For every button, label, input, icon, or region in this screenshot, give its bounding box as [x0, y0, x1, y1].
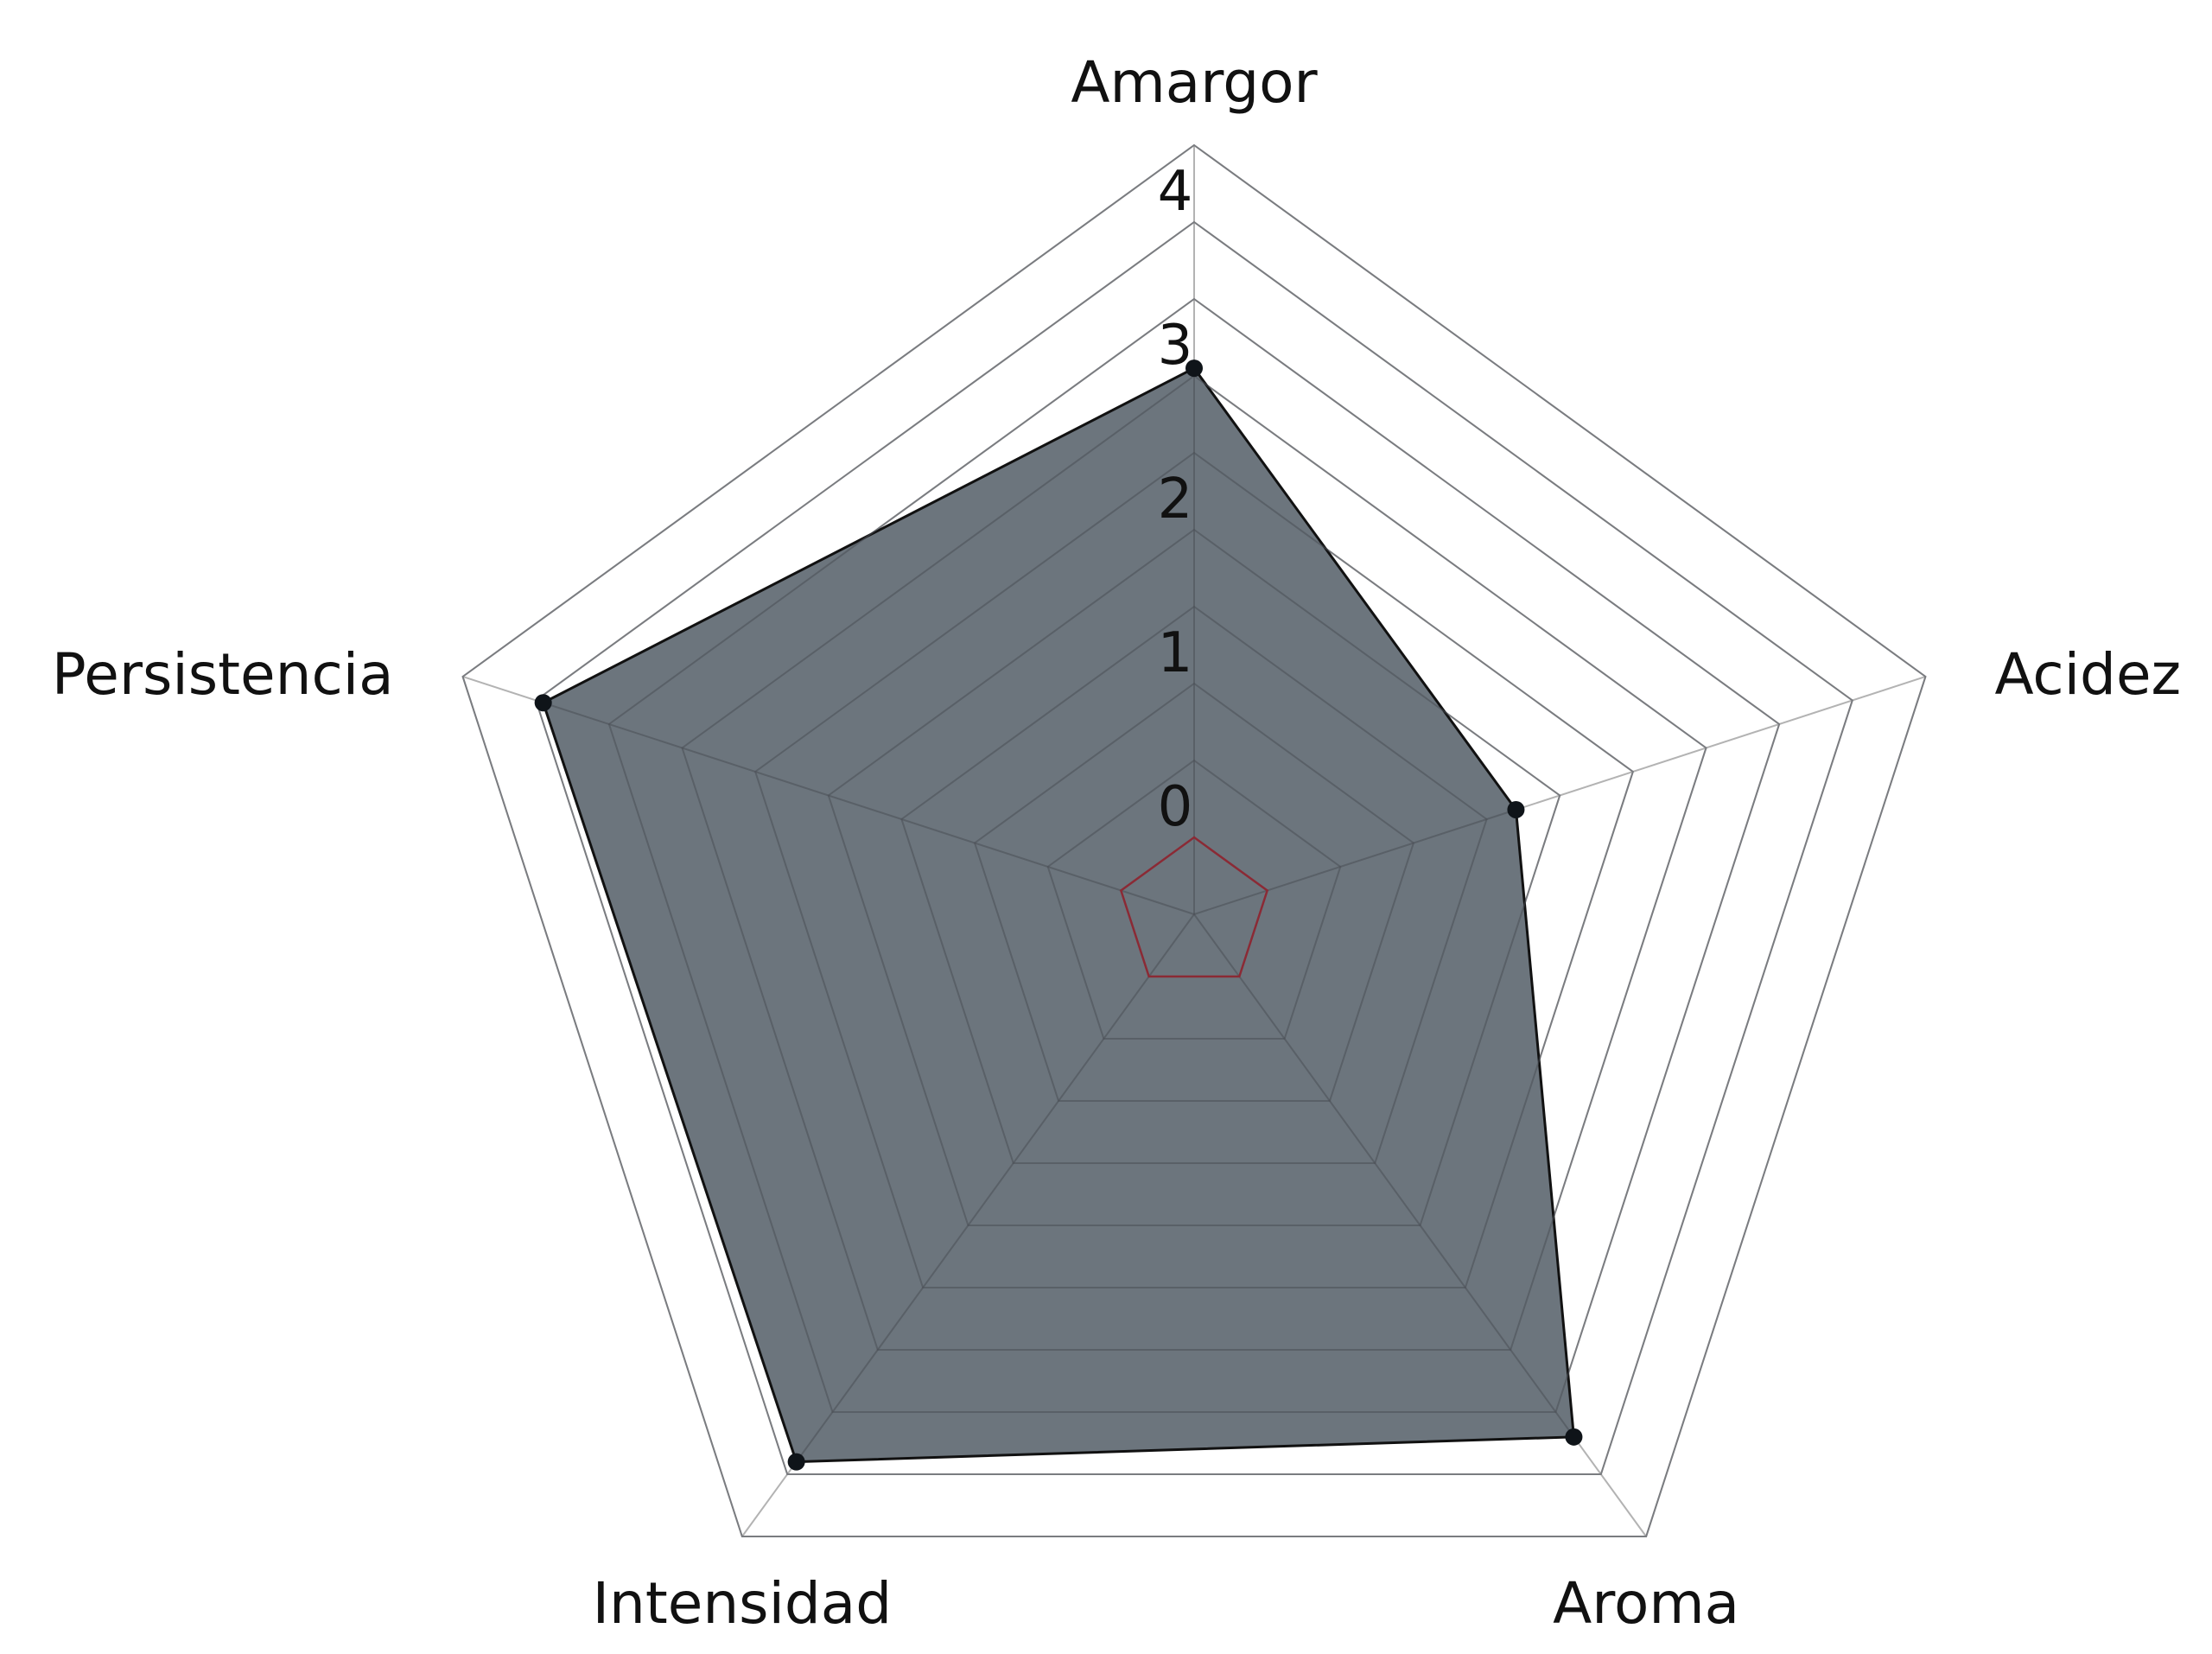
zero-ring	[1119, 836, 1269, 978]
grid-spoke-overlay	[543, 702, 1195, 915]
data-point-amargor	[1185, 359, 1203, 378]
data-point-acidez	[1507, 800, 1525, 818]
axis-label-aroma: Aroma	[1553, 1570, 1739, 1637]
tick-label: 0	[1158, 775, 1193, 839]
grid-ring-overlay	[827, 528, 1561, 1227]
axis-label-persistencia: Persistencia	[52, 641, 394, 708]
axis-label-amargor: Amargor	[1071, 49, 1318, 116]
grid-ring-overlay	[900, 605, 1488, 1165]
series-polygon	[541, 366, 1576, 1464]
data-point-intensidad	[787, 1453, 805, 1471]
grid-spoke-overlay	[795, 913, 1195, 1463]
axis-label-intensidad: Intensidad	[593, 1570, 893, 1637]
tick-labels: 0 1 2 3 4	[1158, 160, 1193, 839]
tick-label: 3	[1158, 314, 1193, 378]
grid-ring-overlay	[461, 143, 1927, 1538]
grid-spoke-overlay	[1193, 913, 1575, 1438]
grid-ring-overlay	[1046, 759, 1342, 1040]
grid-ring-overlay	[607, 297, 1781, 1414]
tick-label: 2	[1158, 468, 1193, 531]
series-points	[534, 359, 1583, 1471]
series-area	[461, 143, 1927, 1538]
data-point-persistencia	[534, 694, 552, 712]
data-point-aroma	[1565, 1428, 1583, 1446]
tick-label: 4	[1158, 160, 1193, 224]
grid-ring-overlay	[535, 220, 1853, 1476]
zero-ring-polygon	[1119, 836, 1269, 978]
grid-ring-overlay	[753, 451, 1635, 1289]
axis-labels: Amargor Acidez Aroma Intensidad Persistencia	[52, 49, 2181, 1637]
grid-ring-overlay	[681, 374, 1707, 1352]
grid-spoke-overlay	[1193, 809, 1516, 915]
tick-label: 1	[1158, 621, 1193, 685]
grid-ring-overlay	[973, 682, 1415, 1103]
axis-label-acidez: Acidez	[1994, 641, 2181, 708]
